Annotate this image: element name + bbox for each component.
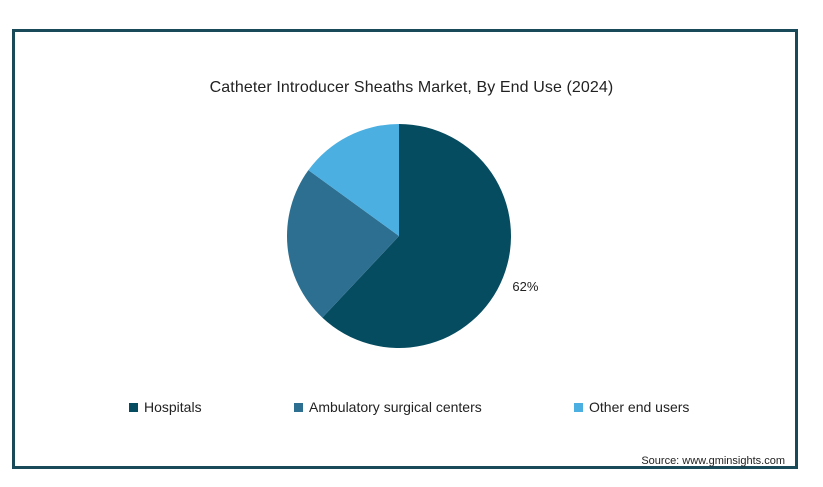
- legend-swatch-other: [574, 402, 583, 412]
- source-note: Source: www.gminsights.com: [641, 455, 785, 467]
- pie-slice-hospitals: [322, 124, 511, 349]
- pie-slice-ambulatory-surgical-centers: [287, 170, 399, 318]
- pie-slice-label-hospitals: 62%: [512, 279, 538, 294]
- pie-slice-other-end-users: [308, 124, 399, 236]
- legend-label-hospitals: Hospitals: [144, 399, 202, 415]
- legend-swatch-hospitals: [129, 402, 138, 412]
- legend-label-ambulatory: Ambulatory surgical centers: [309, 399, 482, 415]
- legend-item-other: Other end users: [574, 399, 689, 415]
- legend-item-hospitals: Hospitals: [129, 399, 202, 415]
- chart-title: Catheter Introducer Sheaths Market, By E…: [209, 79, 614, 96]
- legend-label-other: Other end users: [589, 399, 690, 415]
- legend-swatch-ambulatory: [294, 402, 303, 412]
- legend-item-ambulatory: Ambulatory surgical centers: [294, 399, 482, 415]
